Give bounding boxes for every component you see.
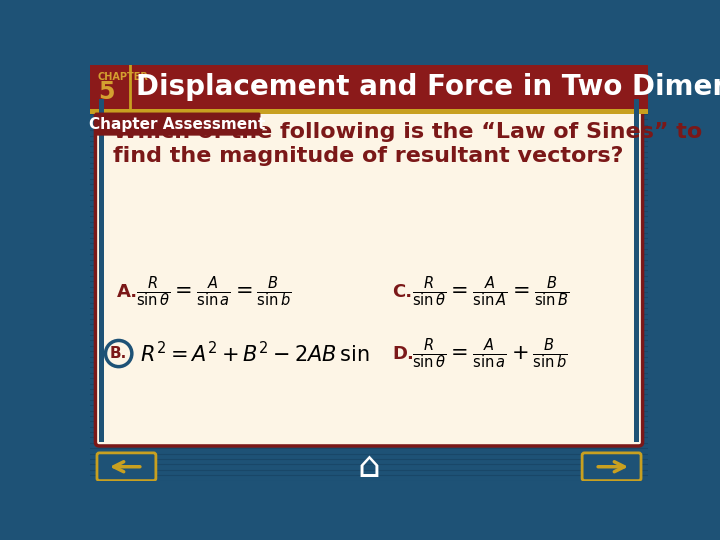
Text: $\frac{R}{\sin\theta} = \frac{A}{\sin a} = \frac{B}{\sin b}$: $\frac{R}{\sin\theta} = \frac{A}{\sin a}…: [137, 275, 292, 309]
FancyBboxPatch shape: [94, 112, 261, 136]
Text: Displacement and Force in Two Dimensions: Displacement and Force in Two Dimensions: [137, 73, 720, 101]
Text: 5: 5: [98, 80, 114, 104]
Text: Chapter Assessment: Chapter Assessment: [89, 117, 266, 132]
Text: $R^2 = A^2 + B^2 - 2AB\,\mathrm{sin}$: $R^2 = A^2 + B^2 - 2AB\,\mathrm{sin}$: [140, 341, 370, 366]
Text: $\frac{R}{\sin\theta} = \frac{A}{\sin a} + \frac{B}{\sin b}$: $\frac{R}{\sin\theta} = \frac{A}{\sin a}…: [412, 336, 567, 371]
FancyBboxPatch shape: [634, 99, 639, 442]
FancyBboxPatch shape: [99, 99, 104, 442]
Text: CHAPTER: CHAPTER: [98, 72, 148, 83]
Text: C.: C.: [392, 283, 413, 301]
Circle shape: [106, 340, 132, 367]
Text: A.: A.: [117, 283, 138, 301]
Text: $\frac{R}{\sin\theta} = \frac{A}{\sin A} = \frac{B}{\sin B}$: $\frac{R}{\sin\theta} = \frac{A}{\sin A}…: [412, 275, 569, 309]
Text: D.: D.: [392, 345, 414, 362]
Text: Which of the following is the “Law of Sines” to: Which of the following is the “Law of Si…: [113, 122, 703, 142]
FancyBboxPatch shape: [582, 453, 641, 481]
FancyBboxPatch shape: [96, 95, 642, 446]
Text: ⌂: ⌂: [358, 450, 380, 484]
FancyBboxPatch shape: [90, 65, 648, 110]
FancyBboxPatch shape: [97, 453, 156, 481]
FancyBboxPatch shape: [90, 110, 648, 114]
Text: find the magnitude of resultant vectors?: find the magnitude of resultant vectors?: [113, 146, 624, 166]
Text: B.: B.: [110, 346, 127, 361]
